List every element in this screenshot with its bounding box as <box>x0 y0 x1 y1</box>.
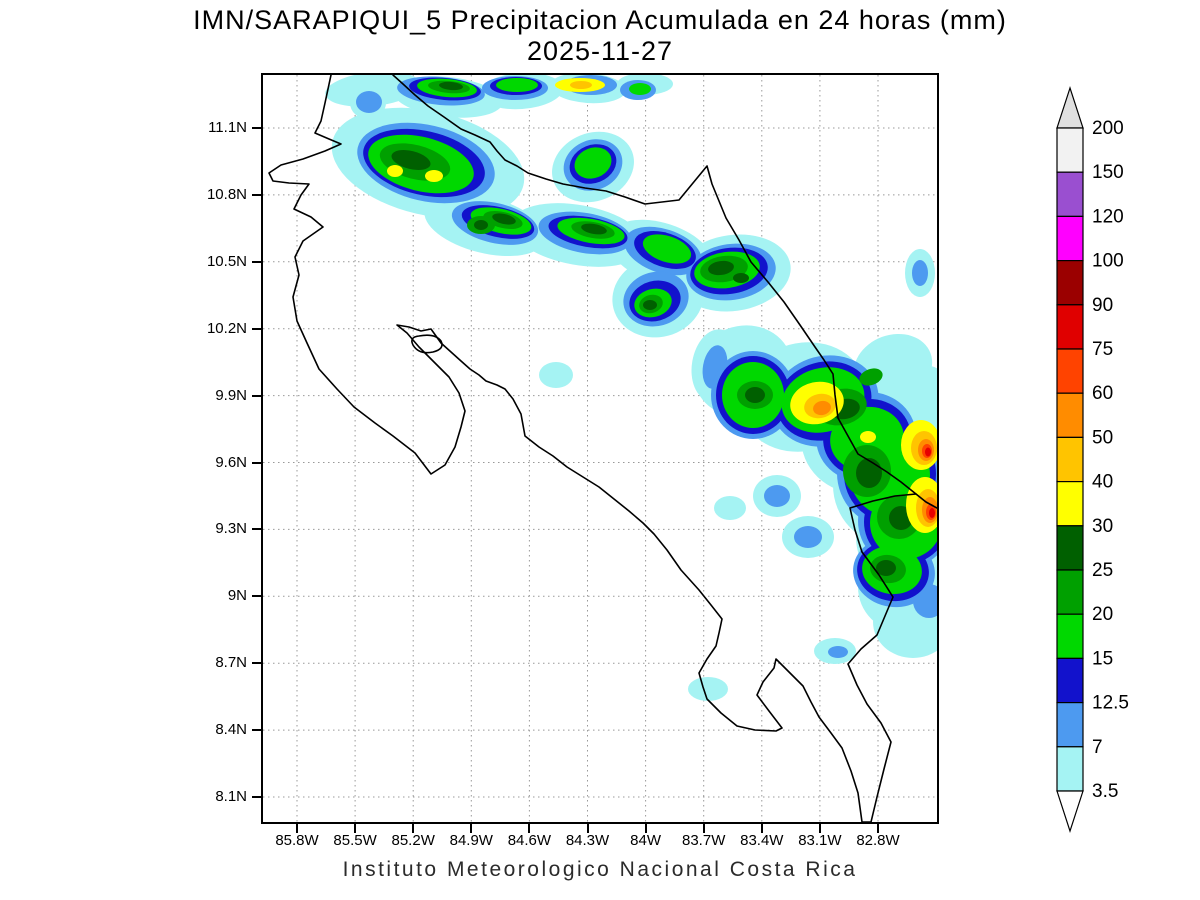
chart-date: 2025-11-27 <box>526 36 674 66</box>
colorbar-band <box>1056 171 1084 217</box>
colorbar-band <box>1056 701 1084 748</box>
y-axis-tick-label: 9.9N <box>215 386 247 404</box>
y-axis-tick-label: 8.1N <box>215 788 247 805</box>
colorbar-band <box>1056 304 1084 350</box>
x-axis-tick-label: 85.8W <box>275 832 319 849</box>
x-axis-tick-mark <box>586 824 589 833</box>
colorbar-band <box>1056 481 1084 527</box>
y-axis-tick-mark <box>252 327 261 330</box>
colorbar-band <box>1056 436 1084 483</box>
colorbar-band <box>1056 525 1084 571</box>
colorbar-band <box>1056 127 1084 173</box>
colorbar-tick-label: 60 <box>1092 383 1113 404</box>
x-axis-tick-label: 84.3W <box>565 832 610 849</box>
colorbar-tick-label: 200 <box>1092 118 1124 139</box>
costa-rica-coastline <box>268 75 917 822</box>
colorbar-tick-label: 3.5 <box>1092 781 1118 802</box>
x-axis-tick-label: 84W <box>630 832 662 849</box>
colorbar-tick-label: 90 <box>1092 295 1113 316</box>
y-axis-tick-label: 8.7N <box>215 654 247 672</box>
colorbar-svg: 200 150 120 100 90 75 60 50 40 30 25 20 15 12.5 7 3.5 <box>1056 86 1129 833</box>
colorbar-under-arrow <box>1056 790 1084 833</box>
x-axis-tick-mark <box>412 824 415 833</box>
colorbar-band <box>1056 613 1084 660</box>
y-axis-tick-label: 9N <box>227 587 247 605</box>
colorbar-tick-label: 150 <box>1092 162 1124 183</box>
footer-text: Instituto Meteorologico Nacional Costa R… <box>342 858 858 881</box>
y-axis-tick-label: 9.6N <box>215 453 247 471</box>
x-axis-tick-mark <box>470 824 473 833</box>
x-axis-tick-label: 84.9W <box>449 832 493 849</box>
x-axis-tick-mark <box>702 824 705 833</box>
x-axis-tick-mark <box>644 824 647 833</box>
colorbar-over-arrow <box>1056 86 1084 129</box>
y-axis-tick-mark <box>252 394 261 397</box>
precipitation-shading <box>325 75 937 701</box>
y-axis-tick-mark <box>252 595 261 598</box>
precip-band-75-90 <box>925 447 935 518</box>
x-axis-tick-mark <box>354 824 357 833</box>
map-svg <box>263 75 937 822</box>
x-axis-tick-label: 83.7W <box>682 832 726 849</box>
x-axis-tick-mark <box>877 824 879 833</box>
x-axis-tick-mark <box>818 824 821 833</box>
isla-chira-outline <box>411 334 443 354</box>
precip-band-25-30 <box>391 81 913 576</box>
x-axis-tick-mark <box>528 824 531 833</box>
y-axis-tick-label: 10.8N <box>206 185 247 203</box>
x-axis-tick-mark <box>760 824 763 833</box>
colorbar-tick-label: 120 <box>1092 206 1124 227</box>
y-axis-tick-mark <box>252 796 261 798</box>
colorbar-tick-label: 75 <box>1092 339 1113 360</box>
x-axis-tick-label: 85.5W <box>333 832 377 849</box>
colorbar-band <box>1056 569 1084 615</box>
panama-caribbean-coast <box>915 493 937 509</box>
x-axis-tick-label: 84.6W <box>507 832 552 849</box>
colorbar-band <box>1056 392 1084 439</box>
colorbar-band <box>1056 746 1084 792</box>
colorbar-tick-label: 50 <box>1092 427 1113 448</box>
colorbar-tick-label: 40 <box>1092 472 1113 493</box>
map-plot-area <box>261 73 939 824</box>
y-axis-tick-label: 9.3N <box>215 520 247 538</box>
y-axis-tick-mark <box>252 729 261 732</box>
y-axis-tick-mark <box>252 127 261 129</box>
y-axis-tick-label: 8.4N <box>215 721 247 739</box>
y-axis-tick-mark <box>252 193 261 196</box>
colorbar-tick-label: 15 <box>1092 648 1113 669</box>
colorbar-tick-label: 7 <box>1092 737 1103 758</box>
colorbar-tick-label: 20 <box>1092 604 1113 625</box>
x-axis-tick-label: 83.4W <box>740 832 784 849</box>
y-axis-tick-mark <box>252 662 261 665</box>
chart-title: IMN/SARAPIQUI_5 Precipitacion Acumulada … <box>193 5 1007 35</box>
colorbar-tick-label: 100 <box>1092 251 1124 272</box>
y-axis-tick-label: 11.1N <box>208 119 247 136</box>
colorbar-band <box>1056 260 1084 306</box>
coastline-layer <box>268 75 937 822</box>
colorbar-tick-label: 30 <box>1092 516 1113 537</box>
colorbar-tick-label: 12.5 <box>1092 693 1129 714</box>
x-axis-tick-mark <box>296 824 298 833</box>
y-axis-tick-label: 10.2N <box>206 319 247 337</box>
colorbar-tick-label: 25 <box>1092 560 1113 581</box>
y-axis-tick-mark <box>252 461 261 464</box>
y-axis-tick-label: 10.5N <box>206 252 247 270</box>
x-axis-tick-label: 83.1W <box>798 832 842 849</box>
colorbar-band <box>1056 657 1084 704</box>
x-axis-tick-label: 85.2W <box>391 832 435 849</box>
colorbar-band <box>1056 348 1084 394</box>
y-axis-tick-mark <box>252 260 261 263</box>
colorbar-band <box>1056 215 1084 262</box>
x-axis-tick-label: 82.8W <box>856 832 900 849</box>
y-axis-tick-mark <box>252 528 261 531</box>
